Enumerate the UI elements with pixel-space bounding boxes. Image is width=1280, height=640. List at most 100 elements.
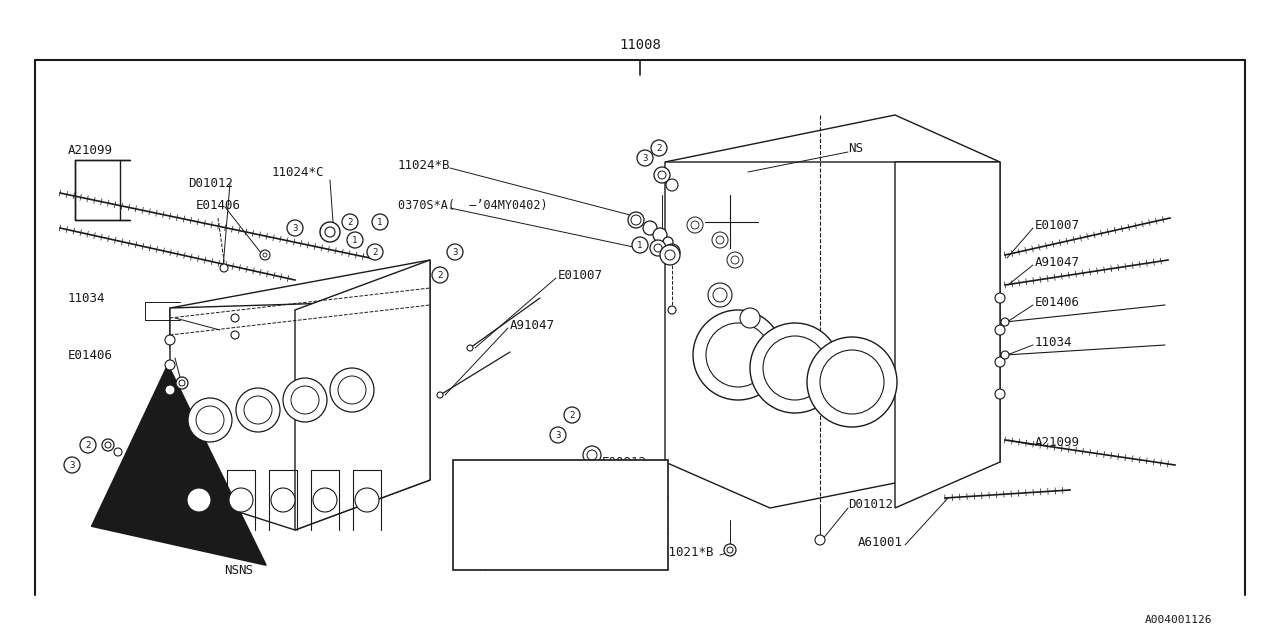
Circle shape [433,267,448,283]
Circle shape [692,310,783,400]
Text: A21099: A21099 [1036,435,1080,449]
Text: NS: NS [224,563,239,577]
Circle shape [564,407,580,423]
Circle shape [244,396,273,424]
Circle shape [165,385,175,395]
Text: 11034: 11034 [1036,335,1073,349]
Circle shape [820,350,884,414]
Circle shape [165,360,175,370]
Circle shape [262,253,268,257]
Circle shape [995,325,1005,335]
Circle shape [724,544,736,556]
Circle shape [460,468,479,488]
Circle shape [708,283,732,307]
Circle shape [114,448,122,456]
Circle shape [325,227,335,237]
Circle shape [666,179,678,191]
Text: NS: NS [238,563,253,577]
Text: 11034: 11034 [68,291,105,305]
Circle shape [355,488,379,512]
Circle shape [763,336,827,400]
Text: 11024*B: 11024*B [398,159,451,172]
Text: D01012: D01012 [188,177,233,189]
Text: 0370S*B (  -0306): 0370S*B ( -0306) [492,509,612,522]
Text: 3: 3 [556,431,561,440]
Text: E01406: E01406 [68,349,113,362]
Circle shape [64,457,81,473]
Circle shape [806,337,897,427]
Text: 2: 2 [466,511,472,520]
Text: 11021*B: 11021*B [662,545,714,559]
Text: 3: 3 [643,154,648,163]
Circle shape [342,214,358,230]
Circle shape [750,323,840,413]
Text: E01406: E01406 [1036,296,1080,308]
Circle shape [664,244,680,260]
Circle shape [372,214,388,230]
Text: NS: NS [849,141,863,154]
Circle shape [654,244,662,252]
Circle shape [588,450,596,460]
Circle shape [582,446,602,464]
Polygon shape [666,162,1000,508]
Circle shape [995,293,1005,303]
Text: D01012: D01012 [849,499,893,511]
Polygon shape [170,300,430,530]
Circle shape [187,488,211,512]
Circle shape [1001,351,1009,359]
Circle shape [707,323,771,387]
Circle shape [467,345,474,351]
Circle shape [631,215,641,225]
Circle shape [230,314,239,322]
Circle shape [731,256,739,264]
Circle shape [460,505,479,525]
Text: 2: 2 [86,440,91,449]
Circle shape [652,140,667,156]
Circle shape [666,250,675,260]
Circle shape [314,488,337,512]
Circle shape [668,306,676,314]
Text: A91047: A91047 [1036,255,1080,269]
Circle shape [727,252,742,268]
Circle shape [727,547,733,553]
Text: 11024*C: 11024*C [273,166,325,179]
Circle shape [367,244,383,260]
Text: 11008: 11008 [620,38,660,52]
Circle shape [179,380,186,386]
Polygon shape [294,260,430,530]
Circle shape [260,250,270,260]
Circle shape [291,386,319,414]
Circle shape [658,171,666,179]
Circle shape [436,392,443,398]
Text: 3: 3 [292,223,298,232]
Text: 2: 2 [347,218,353,227]
Circle shape [815,535,826,545]
Text: 1: 1 [637,241,643,250]
Circle shape [995,389,1005,399]
Circle shape [230,331,239,339]
Circle shape [447,244,463,260]
Text: A91047: A91047 [509,319,556,332]
Circle shape [716,236,724,244]
Text: E01007: E01007 [1036,218,1080,232]
Text: 1: 1 [378,218,383,227]
Circle shape [713,288,727,302]
Circle shape [588,506,596,514]
Circle shape [283,378,326,422]
Polygon shape [666,115,1000,210]
Circle shape [271,488,294,512]
Circle shape [347,232,364,248]
Text: E01007: E01007 [558,269,603,282]
Circle shape [177,377,188,389]
Text: 0370S*A(  –’04MY0402): 0370S*A( –’04MY0402) [398,198,548,211]
Text: 1: 1 [466,474,472,483]
Circle shape [643,221,657,235]
Circle shape [188,398,232,442]
Circle shape [995,357,1005,367]
Circle shape [740,308,760,328]
Circle shape [196,406,224,434]
Circle shape [460,541,479,562]
Circle shape [712,232,728,248]
Circle shape [105,442,111,448]
Circle shape [550,427,566,443]
